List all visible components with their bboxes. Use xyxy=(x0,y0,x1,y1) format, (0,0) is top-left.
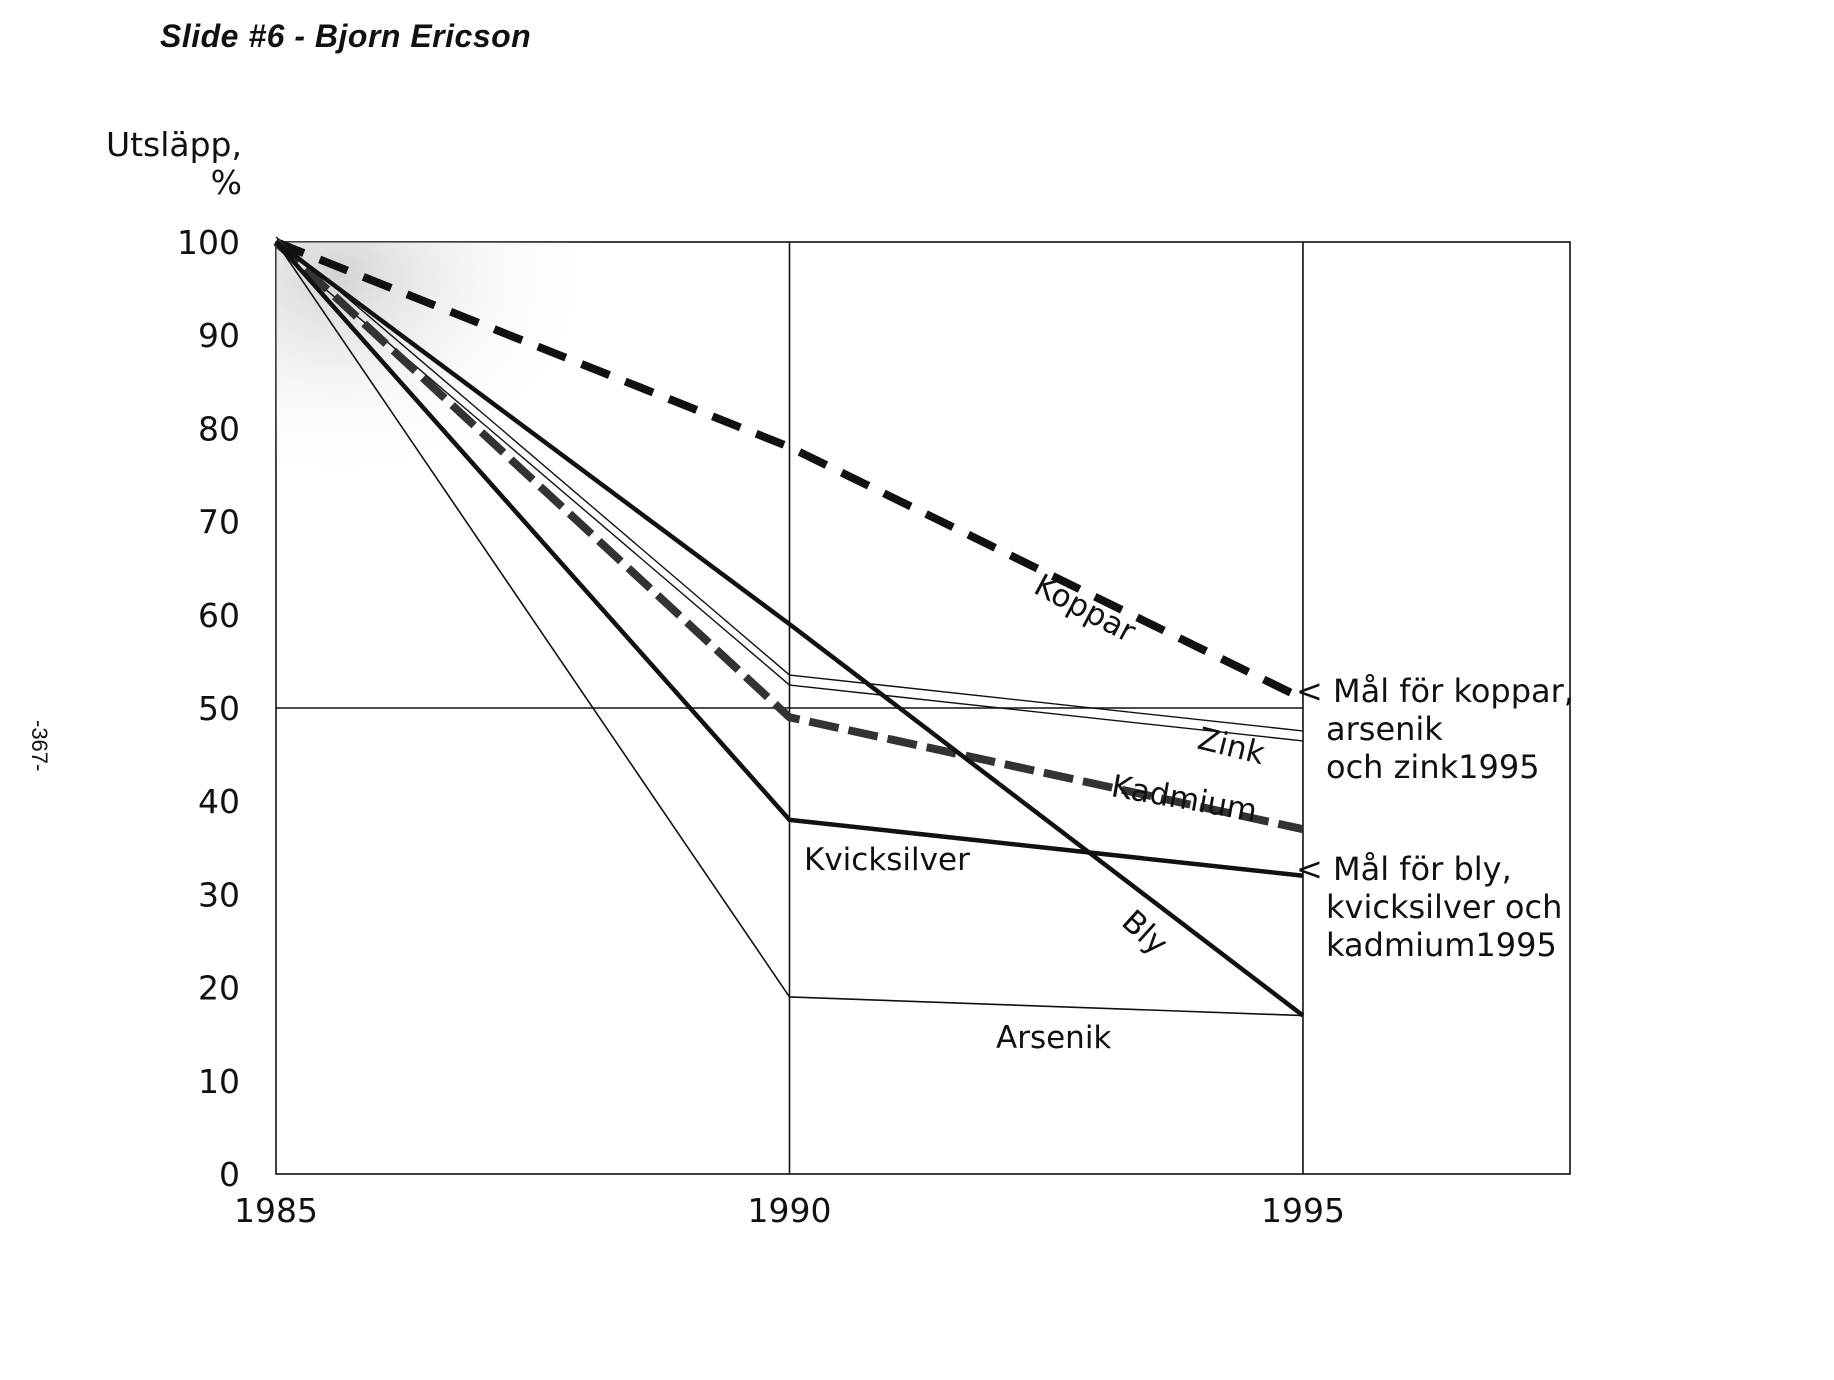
target-annotation-1-line2: arsenik xyxy=(1326,710,1443,748)
target-annotation-2-line3: kadmium1995 xyxy=(1326,926,1557,964)
target-annotation-1: < Mål för koppar, arsenik och zink1995 xyxy=(1296,672,1574,786)
target-annotation-2-line1: < Mål för bly, xyxy=(1296,850,1512,888)
series-line-arsenik xyxy=(275,241,1304,1017)
y-tick-70: 70 xyxy=(198,503,240,542)
x-tick-1990: 1990 xyxy=(747,1191,831,1230)
series-line-kvicksilver xyxy=(274,240,1304,878)
y-tick-30: 30 xyxy=(198,875,240,914)
y-tick-40: 40 xyxy=(198,782,240,821)
target-annotation-2: < Mål för bly, kvicksilver och kadmium19… xyxy=(1296,850,1562,964)
slide-title: Slide #6 - Bjorn Ericson xyxy=(160,18,532,54)
x-ticks: 1985 1990 1995 xyxy=(234,1191,1345,1230)
series-line-zink-b xyxy=(275,246,1304,742)
target-annotation-1-line1: < Mål för koppar, xyxy=(1296,672,1574,710)
plot-shading xyxy=(276,242,796,662)
y-tick-100: 100 xyxy=(177,223,240,262)
target-annotation-1-line3: och zink1995 xyxy=(1326,748,1540,786)
y-tick-60: 60 xyxy=(198,596,240,635)
y-axis-label-line1: Utsläpp, xyxy=(106,125,242,164)
series-line-zink-a xyxy=(275,236,1304,732)
series-layer xyxy=(273,236,1305,1018)
y-tick-90: 90 xyxy=(198,316,240,355)
y-axis-label-line2: % xyxy=(211,163,242,202)
x-tick-1985: 1985 xyxy=(234,1191,318,1230)
y-tick-10: 10 xyxy=(198,1062,240,1101)
target-annotation-2-line2: kvicksilver och xyxy=(1326,888,1562,926)
series-label-arsenik: Arsenik xyxy=(996,1020,1111,1056)
y-tick-50: 50 xyxy=(198,689,240,728)
y-tick-20: 20 xyxy=(198,969,240,1008)
x-tick-1995: 1995 xyxy=(1261,1191,1345,1230)
series-line-kadmium xyxy=(273,239,1304,834)
y-tick-80: 80 xyxy=(198,409,240,448)
series-line-bly xyxy=(274,240,1305,1018)
series-label-kvicksilver: Kvicksilver xyxy=(804,842,970,878)
y-ticks: 0 10 20 30 40 50 60 70 80 90 100 xyxy=(177,223,240,1194)
y-tick-0: 0 xyxy=(219,1155,240,1194)
